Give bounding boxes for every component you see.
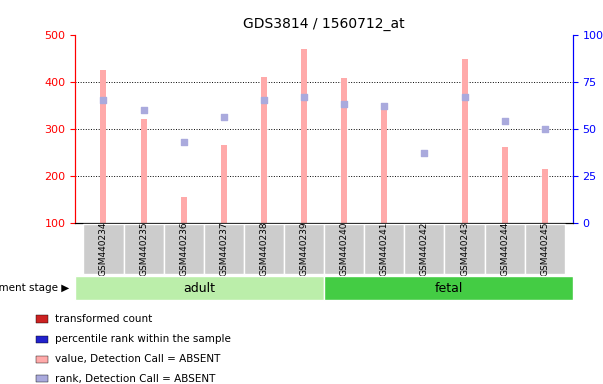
Point [540,126,549,132]
Text: GSM440236: GSM440236 [179,221,188,276]
FancyBboxPatch shape [525,224,565,273]
Text: transformed count: transformed count [54,314,152,324]
Point [219,114,229,121]
Bar [261,77,267,223]
Bar [140,119,147,223]
Text: GSM440235: GSM440235 [139,221,148,276]
Bar [301,49,307,223]
Text: GSM440238: GSM440238 [259,221,268,276]
Point [299,94,309,100]
Text: GSM440240: GSM440240 [339,222,349,276]
FancyBboxPatch shape [324,276,573,300]
Text: fetal: fetal [434,281,463,295]
Title: GDS3814 / 1560712_at: GDS3814 / 1560712_at [243,17,405,31]
FancyBboxPatch shape [364,224,405,273]
Text: GSM440245: GSM440245 [540,222,549,276]
FancyBboxPatch shape [324,224,364,273]
Text: rank, Detection Call = ABSENT: rank, Detection Call = ABSENT [54,374,215,384]
Text: GSM440234: GSM440234 [99,222,108,276]
Bar [221,145,227,223]
FancyBboxPatch shape [204,224,244,273]
Bar [36,375,48,382]
FancyBboxPatch shape [83,224,124,273]
FancyBboxPatch shape [124,224,163,273]
Bar [36,356,48,363]
Bar [461,60,467,223]
Text: GSM440241: GSM440241 [380,222,389,276]
Bar [502,147,508,223]
Point [420,150,429,156]
Bar [101,70,107,223]
Text: development stage ▶: development stage ▶ [0,283,69,293]
Point [379,103,389,109]
Point [500,118,510,124]
Point [459,94,469,100]
Text: GSM440237: GSM440237 [219,221,229,276]
Point [339,101,349,107]
Text: GSM440243: GSM440243 [460,222,469,276]
Bar [381,105,387,223]
Bar [341,78,347,223]
FancyBboxPatch shape [444,224,485,273]
FancyBboxPatch shape [485,224,525,273]
FancyBboxPatch shape [163,224,204,273]
Bar [541,169,548,223]
Text: GSM440239: GSM440239 [300,221,309,276]
Text: GSM440242: GSM440242 [420,222,429,276]
Text: percentile rank within the sample: percentile rank within the sample [54,334,230,344]
Bar [36,315,48,323]
Point [139,107,148,113]
Text: value, Detection Call = ABSENT: value, Detection Call = ABSENT [54,354,220,364]
Bar [181,197,187,223]
Point [99,98,109,104]
FancyBboxPatch shape [284,224,324,273]
Bar [36,336,48,343]
FancyBboxPatch shape [405,224,444,273]
Text: GSM440244: GSM440244 [500,222,509,276]
Text: adult: adult [184,281,216,295]
Point [179,139,189,145]
FancyBboxPatch shape [75,276,324,300]
Point [259,98,269,104]
FancyBboxPatch shape [244,224,284,273]
